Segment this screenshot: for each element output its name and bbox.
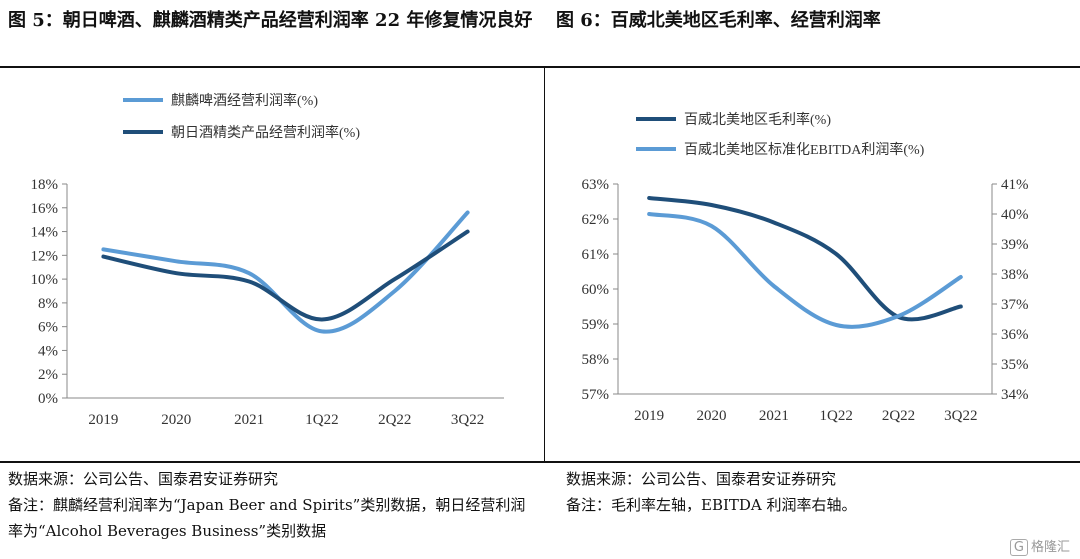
figure-6-footnotes: 数据来源：公司公告、国泰君安证券研究 备注：毛利率左轴，EBITDA 利润率右轴… xyxy=(566,466,1076,518)
y-left-tick-label-0: 57% xyxy=(582,387,610,403)
bottom-rule xyxy=(0,461,1080,463)
series-line-0 xyxy=(101,210,470,334)
legend-label-0: 麒麟啤酒经营利润率(%) xyxy=(171,92,318,109)
y-tick-label-7: 14% xyxy=(31,225,59,241)
series-line-0 xyxy=(647,196,963,322)
series-line-1 xyxy=(101,229,470,322)
legend-label-0: 百威北美地区毛利率(%) xyxy=(684,111,831,128)
x-tick-label-5: 3Q22 xyxy=(944,408,977,424)
x-tick-label-4: 2Q22 xyxy=(378,412,411,428)
y-left-tick-label-4: 61% xyxy=(582,247,610,263)
y-right-tick-label-3: 37% xyxy=(1001,297,1029,313)
y-left-tick-label-3: 60% xyxy=(582,282,610,298)
figure-5-note: 备注：麒麟经营利润率为“Japan Beer and Spirits”类别数据，… xyxy=(8,496,526,540)
y-right-tick-label-1: 35% xyxy=(1001,357,1029,373)
y-tick-label-1: 2% xyxy=(38,367,58,383)
figure-5-title: 图 5：朝日啤酒、麒麟酒精类产品经营利润率 22 年修复情况良好 xyxy=(8,10,533,31)
y-tick-label-6: 12% xyxy=(31,248,59,264)
x-tick-label-1: 2020 xyxy=(697,408,727,424)
y-right-tick-label-6: 40% xyxy=(1001,207,1029,223)
top-rule xyxy=(0,66,1080,68)
series-line-1 xyxy=(647,212,963,329)
x-tick-label-3: 1Q22 xyxy=(819,408,852,424)
x-tick-label-5: 3Q22 xyxy=(451,412,484,428)
y-tick-label-5: 10% xyxy=(31,272,59,288)
chart-kirin-asahi-margins: 0% 2% 4% 6% 8% 10% 12% 14% 16% 18% 2019 2020 2021 1Q2… xyxy=(31,92,504,428)
legend-label-1: 朝日酒精类产品经营利润率(%) xyxy=(171,124,360,141)
y-tick-label-8: 16% xyxy=(31,201,59,217)
y-tick-label-3: 6% xyxy=(38,320,58,336)
figure-5-footnotes: 数据来源：公司公告、国泰君安证券研究 备注：麒麟经营利润率为“Japan Bee… xyxy=(8,466,536,544)
watermark: G 格隆汇 xyxy=(1009,536,1070,556)
figure-5-source: 数据来源：公司公告、国泰君安证券研究 xyxy=(8,470,279,488)
y-right-tick-label-4: 38% xyxy=(1001,267,1029,283)
figure-6-source: 数据来源：公司公告、国泰君安证券研究 xyxy=(566,470,837,488)
x-tick-label-2: 2021 xyxy=(234,412,264,428)
y-left-tick-label-5: 62% xyxy=(582,212,610,228)
x-tick-label-4: 2Q22 xyxy=(882,408,915,424)
x-tick-label-3: 1Q22 xyxy=(305,412,338,428)
watermark-text: 格隆汇 xyxy=(1030,540,1070,555)
y-right-tick-label-5: 39% xyxy=(1001,237,1029,253)
y-left-tick-label-2: 59% xyxy=(582,317,610,333)
y-right-tick-label-2: 36% xyxy=(1001,327,1029,343)
watermark-logo-icon: G xyxy=(1009,539,1028,556)
y-tick-label-4: 8% xyxy=(38,296,58,312)
y-left-tick-label-1: 58% xyxy=(582,352,610,368)
y-left-tick-label-6: 63% xyxy=(582,177,610,193)
figure-6-note: 备注：毛利率左轴，EBITDA 利润率右轴。 xyxy=(566,496,857,514)
chart-ab-north-america-margins: 57% 58% 59% 60% 61% 62% 63% 34% 35% 36% 37% 38% 39% 4… xyxy=(582,111,1029,424)
column-separator xyxy=(544,68,545,461)
figure-6-title: 图 6：百威北美地区毛利率、经营利润率 xyxy=(556,10,881,31)
y-right-tick-label-0: 34% xyxy=(1001,387,1029,403)
x-tick-label-0: 2019 xyxy=(88,412,118,428)
legend-label-1: 百威北美地区标准化EBITDA利润率(%) xyxy=(684,141,925,158)
x-tick-label-0: 2019 xyxy=(634,408,664,424)
y-tick-label-2: 4% xyxy=(38,343,58,359)
x-tick-label-1: 2020 xyxy=(161,412,191,428)
y-right-tick-label-7: 41% xyxy=(1001,177,1029,193)
y-tick-label-9: 18% xyxy=(31,177,59,193)
y-tick-label-0: 0% xyxy=(38,391,58,407)
x-tick-label-2: 2021 xyxy=(759,408,789,424)
